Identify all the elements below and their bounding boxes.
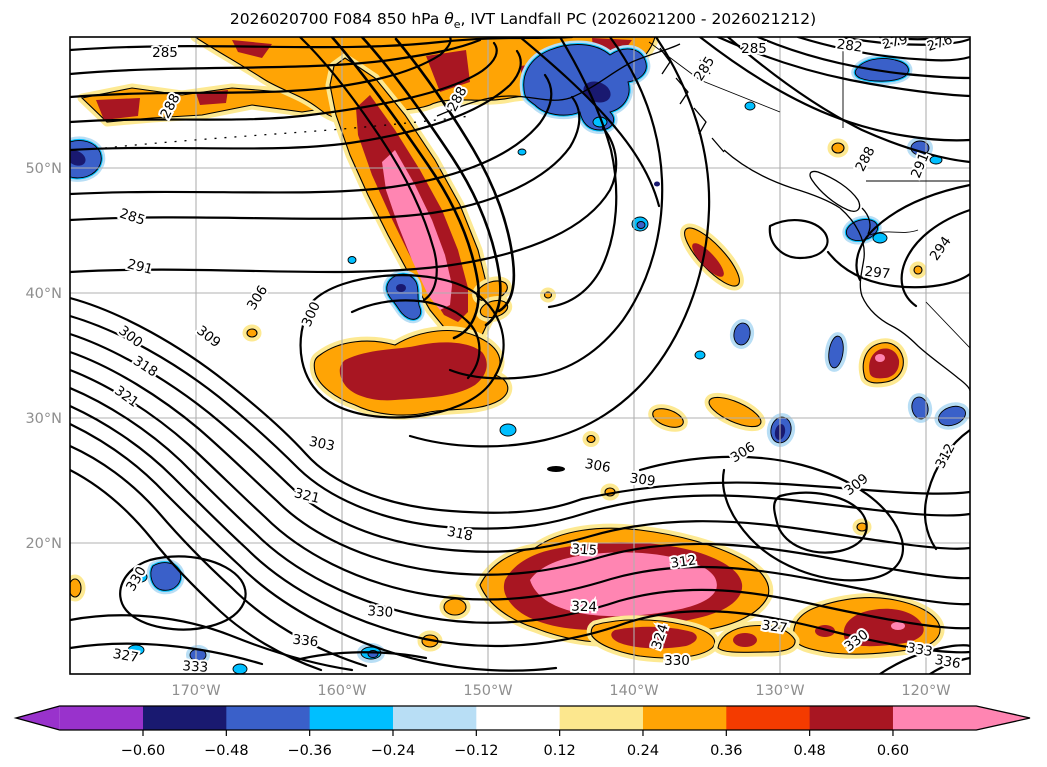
contour-label: 288 — [852, 144, 878, 174]
y-tick-label: 20°N — [25, 536, 62, 552]
contour-label: 285 — [118, 206, 147, 229]
colorbar-segment — [143, 706, 227, 730]
contour-label: 327 — [112, 646, 140, 666]
contour-label: 276 — [925, 32, 954, 55]
colorbar-tick-label: −0.60 — [121, 743, 165, 759]
contour-label: 306 — [728, 439, 758, 466]
y-tick-label: 40°N — [25, 286, 62, 302]
contour-label: 333 — [182, 658, 209, 676]
contour-label: 330 — [664, 653, 690, 669]
x-tick-label: 150°W — [463, 683, 512, 699]
contour-label: 321 — [111, 383, 141, 411]
colorbar-segment — [809, 706, 894, 730]
contour-label: 321 — [293, 485, 322, 507]
y-tick-label: 50°N — [25, 161, 62, 177]
colorbar-tick-label: 0.36 — [710, 743, 742, 759]
figure-title: 2026020700 F084 850 hPa θe, IVT Landfall… — [230, 10, 816, 31]
colorbar-tick-label: −0.24 — [371, 743, 415, 759]
y-tick-label: 30°N — [25, 411, 62, 427]
colorbar-outline — [13, 705, 1031, 731]
contour-label: 294 — [927, 234, 955, 264]
contour-label: 282 — [836, 36, 864, 55]
contour-label: 285 — [741, 41, 767, 57]
colorbar-segment — [226, 706, 311, 730]
contour-label: 312 — [932, 441, 958, 471]
x-tick-label: 120°W — [901, 683, 950, 699]
colorbar-tick-label: 0.60 — [877, 743, 909, 759]
colorbar-segment — [642, 706, 727, 730]
contour-label: 330 — [367, 603, 394, 621]
contour-label: 327 — [761, 617, 789, 636]
contour-label: 306 — [584, 456, 612, 476]
contour-label: 291 — [126, 256, 155, 278]
contour-label: 315 — [571, 541, 598, 559]
contour-label: 336 — [292, 632, 319, 651]
colorbar-segment — [59, 706, 144, 730]
x-tick-label: 140°W — [609, 683, 658, 699]
colorbar-tick-label: −0.48 — [204, 743, 248, 759]
x-axis-tick-labels: 170°W 160°W 150°W 140°W 130°W 120°W — [171, 683, 950, 699]
contour-label: 309 — [193, 323, 223, 351]
contour-label: 285 — [152, 45, 178, 61]
shaded-anomaly-field — [70, 37, 970, 674]
colorbar-extend-arrow — [16, 706, 60, 730]
colorbar-segment — [892, 706, 977, 730]
y-axis-tick-labels: 50°N 40°N 30°N 20°N — [25, 161, 62, 552]
contour-label: 309 — [629, 470, 657, 489]
colorbar: −0.60 −0.48 −0.36 −0.24 −0.12 0.12 0.24 0.36 0.4… — [13, 705, 1031, 759]
colorbar-segment — [726, 706, 811, 730]
colorbar-segment — [476, 706, 561, 730]
contour-label: 303 — [308, 434, 337, 455]
theta-e-contours — [70, 37, 970, 674]
contour-label: 279 — [881, 31, 910, 53]
contour-label: 312 — [670, 552, 698, 571]
graticule — [70, 37, 970, 674]
contour-label: 285 — [691, 54, 718, 84]
x-tick-label: 130°W — [755, 683, 804, 699]
contour-label: 318 — [446, 524, 475, 545]
contour-label: 300 — [299, 299, 324, 329]
colorbar-segment — [559, 706, 644, 730]
x-tick-label: 160°W — [317, 683, 366, 699]
contour-label: 297 — [864, 264, 891, 283]
plot-frame — [69, 36, 971, 675]
colorbar-tick-label: 0.48 — [793, 743, 825, 759]
x-tick-label: 170°W — [171, 683, 220, 699]
contour-label: 306 — [244, 283, 271, 313]
colorbar-tick-label: −0.36 — [287, 743, 331, 759]
colorbar-extend-arrow — [976, 706, 1030, 730]
colorbar-tick-label: 0.12 — [544, 743, 576, 759]
colorbar-segment — [309, 706, 394, 730]
colorbar-segment — [392, 706, 477, 730]
colorbar-tick-label: 0.24 — [627, 743, 659, 759]
contour-label: 324 — [571, 599, 597, 616]
colorbar-tick-label: −0.12 — [454, 743, 498, 759]
